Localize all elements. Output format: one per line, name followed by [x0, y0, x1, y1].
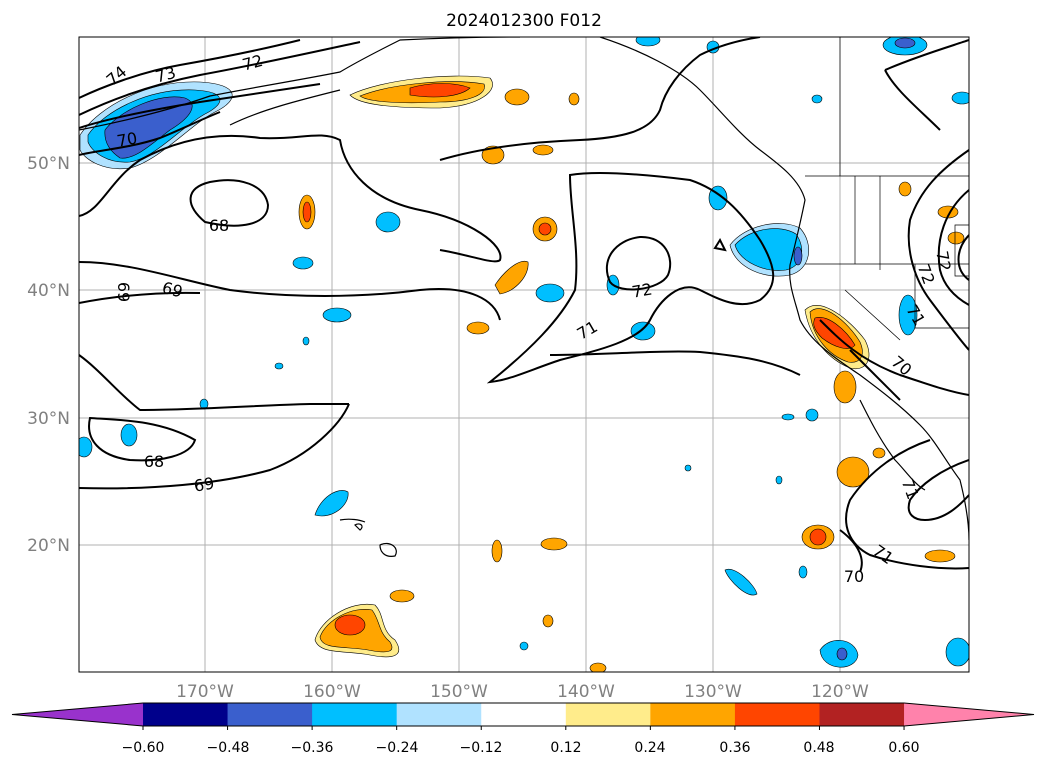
lat-label: 40°N [27, 281, 70, 301]
contour-label: 73 [153, 63, 178, 87]
contour-label: 70 [844, 567, 864, 586]
colorbar-tick-label: −0.24 [376, 740, 419, 756]
contour-label: 68 [209, 216, 229, 235]
colorbar-tick-label: 0.60 [888, 740, 919, 756]
contour-label: 68 [144, 452, 164, 471]
lat-label: 50°N [27, 154, 70, 174]
colorbar-tick-label: 0.36 [719, 740, 750, 756]
colorbar-extend-max [904, 703, 1034, 726]
colorbar-tick-label: 0.48 [803, 740, 834, 756]
lon-label: 160°W [303, 682, 361, 702]
contour-label: 70 [115, 128, 138, 150]
lon-label: 140°W [557, 682, 615, 702]
longitude-labels: 170°W 160°W 150°W 140°W 130°W 120°W [176, 682, 869, 702]
lat-label: 30°N [27, 409, 70, 429]
colorbar-segment [565, 703, 651, 726]
colorbar-segment [734, 703, 820, 726]
latitude-labels: 50°N 40°N 30°N 20°N [27, 154, 70, 556]
negative-area-hawaii-north [314, 490, 349, 517]
contour-label: 69 [160, 278, 185, 302]
contour-label: 72 [630, 279, 653, 301]
contour-label: 69 [192, 473, 215, 495]
colorbar-segment [819, 703, 905, 726]
colorbar-segment [650, 703, 736, 726]
borders [805, 37, 969, 341]
contour-label: 72 [240, 51, 265, 75]
colorbar-segment [481, 703, 567, 726]
colorbar-segment [312, 703, 398, 726]
colorbar-ticks: −0.60 −0.48 −0.36 −0.24 −0.12 0.12 0.24 … [122, 740, 920, 756]
coastlines [79, 37, 969, 557]
lon-label: 170°W [176, 682, 234, 702]
map-frame [78, 36, 970, 673]
lon-label: 120°W [811, 682, 869, 702]
colorbar-tick-label: 0.24 [634, 740, 665, 756]
colorbar-segment [227, 703, 313, 726]
contour-label: 69 [114, 282, 133, 302]
contour-label: 72 [932, 249, 954, 272]
colorbar-extend-min [12, 703, 143, 726]
lat-label: 20°N [27, 536, 70, 556]
map-title: 2024012300 F012 [446, 11, 602, 31]
lon-label: 130°W [684, 682, 742, 702]
colorbar-tick-label: −0.60 [122, 740, 165, 756]
map-panel: 74 73 72 70 68 69 69 68 69 72 71 71 72 7… [78, 36, 970, 673]
colorbar [11, 702, 1035, 730]
colorbar-tick-label: −0.36 [291, 740, 334, 756]
contours [79, 37, 969, 573]
colorbar-tick-label: 0.12 [550, 740, 581, 756]
colorbar-segment [143, 703, 229, 726]
colorbar-tick-label: −0.48 [207, 740, 250, 756]
lon-label: 150°W [430, 682, 488, 702]
colorbar-tick-label: −0.12 [460, 740, 503, 756]
colorbar-segment [396, 703, 482, 726]
